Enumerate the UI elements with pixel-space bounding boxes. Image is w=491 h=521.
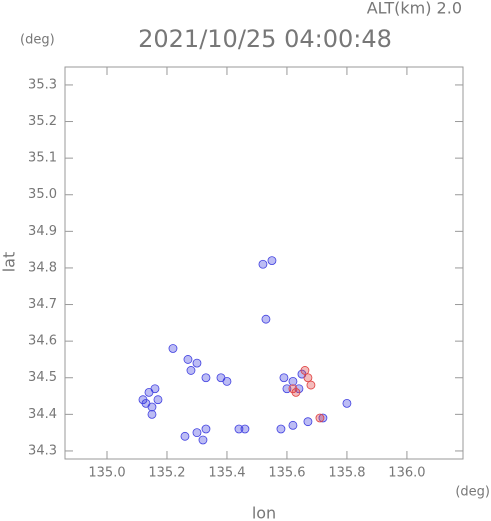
- y-unit: (deg): [20, 33, 55, 48]
- echo-point: [234, 424, 244, 434]
- echo-point: [300, 366, 310, 375]
- y-tick-label: 34.5: [28, 370, 57, 385]
- y-tick-label: 35.1: [28, 151, 57, 166]
- y-tick-label: 34.3: [28, 443, 57, 458]
- echo-point: [291, 387, 301, 397]
- y-tick-label: 34.9: [28, 224, 57, 239]
- y-tick-label: 34.8: [28, 260, 57, 275]
- echo-point: [261, 314, 271, 324]
- y-tick-label: 35.3: [28, 77, 57, 92]
- y-tick-label: 34.4: [28, 407, 57, 422]
- echo-point: [201, 424, 211, 434]
- echo-point: [258, 259, 268, 269]
- echo-point: [222, 377, 232, 386]
- echo-point: [276, 424, 286, 434]
- altitude-label: ALT(km) 2.0: [367, 0, 462, 18]
- x-tick-label: 135.2: [148, 466, 185, 481]
- echo-point: [153, 395, 163, 405]
- x-tick-label: 135.8: [328, 466, 365, 481]
- echo-point: [303, 417, 313, 427]
- echo-point: [267, 256, 277, 266]
- x-tick-label: 135.4: [208, 466, 245, 481]
- y-axis-label: lat: [0, 252, 19, 273]
- plot-frame: [64, 66, 464, 460]
- echo-point: [240, 424, 250, 434]
- x-unit: (deg): [455, 485, 490, 500]
- y-tick-label: 35.2: [28, 114, 57, 129]
- echo-point: [279, 373, 289, 383]
- echo-point: [198, 435, 208, 445]
- echo-point: [168, 344, 178, 353]
- echo-point: [303, 373, 313, 383]
- echo-point: [138, 395, 148, 405]
- echo-point: [201, 373, 211, 383]
- x-tick-label: 135.6: [268, 466, 305, 481]
- echo-point: [318, 413, 328, 423]
- y-tick-label: 35.0: [28, 187, 57, 202]
- x-tick-label: 136.0: [388, 466, 425, 481]
- echo-point: [150, 384, 160, 394]
- echo-point: [192, 428, 202, 438]
- chart-title: 2021/10/25 04:00:48: [138, 25, 392, 53]
- x-axis-label: lon: [252, 504, 276, 521]
- echo-point: [147, 402, 157, 412]
- echo-point: [315, 413, 325, 423]
- echo-point: [180, 431, 190, 441]
- echo-point: [306, 380, 316, 390]
- echo-point: [186, 366, 196, 375]
- echo-point: [192, 358, 202, 368]
- echo-point: [183, 355, 193, 364]
- echo-point: [147, 409, 157, 419]
- echo-point: [282, 384, 292, 394]
- x-tick-label: 135.0: [88, 466, 125, 481]
- y-tick-label: 34.6: [28, 334, 57, 349]
- echo-point: [342, 398, 352, 408]
- echo-point: [288, 420, 298, 430]
- echo-point: [288, 377, 298, 386]
- y-tick-label: 34.7: [28, 297, 57, 312]
